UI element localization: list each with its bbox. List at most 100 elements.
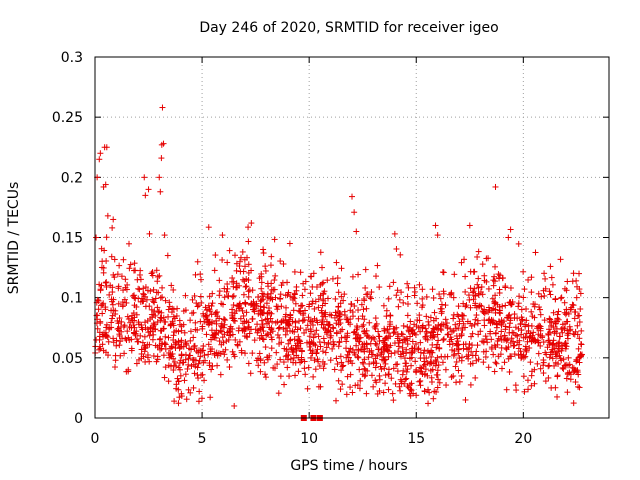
data-point xyxy=(131,317,138,324)
data-point xyxy=(436,379,443,386)
data-point xyxy=(574,322,581,329)
data-point xyxy=(535,339,542,346)
data-point xyxy=(542,275,549,282)
data-point xyxy=(364,345,371,352)
plot-frame xyxy=(94,56,610,419)
data-point xyxy=(343,316,350,323)
data-point xyxy=(257,303,264,310)
data-point xyxy=(274,361,281,368)
data-point xyxy=(460,300,467,307)
data-point xyxy=(462,303,469,310)
data-point xyxy=(162,318,169,325)
data-point xyxy=(502,326,509,333)
data-point xyxy=(489,295,496,302)
data-point xyxy=(506,320,513,327)
data-point xyxy=(305,314,312,321)
data-point xyxy=(365,354,372,361)
data-point xyxy=(395,343,402,350)
data-point xyxy=(495,335,502,342)
data-point xyxy=(219,301,226,308)
y-tick-label: 0.05 xyxy=(52,351,83,367)
data-point xyxy=(115,300,122,307)
data-point xyxy=(159,284,166,291)
data-point xyxy=(399,344,406,351)
data-point xyxy=(137,298,144,305)
data-point xyxy=(265,305,272,312)
data-point xyxy=(337,353,344,360)
data-point xyxy=(327,357,334,364)
data-point xyxy=(521,388,528,395)
data-point xyxy=(428,353,435,360)
data-point xyxy=(421,347,428,354)
data-point xyxy=(354,381,361,388)
data-point xyxy=(334,280,341,287)
data-point xyxy=(434,232,441,239)
data-point xyxy=(126,265,133,272)
data-point xyxy=(255,355,262,362)
data-point xyxy=(479,338,486,345)
data-point xyxy=(284,364,291,371)
y-tick-label: 0.25 xyxy=(52,110,83,126)
data-point xyxy=(327,334,334,341)
data-point xyxy=(273,349,280,356)
data-point xyxy=(287,314,294,321)
data-point xyxy=(351,209,358,216)
data-point xyxy=(416,312,423,319)
data-point xyxy=(98,245,105,252)
data-point xyxy=(475,290,482,297)
data-point xyxy=(315,333,322,340)
data-point xyxy=(436,345,443,352)
data-point xyxy=(547,263,554,270)
data-point xyxy=(376,284,383,291)
data-point xyxy=(415,345,422,352)
data-point xyxy=(366,319,373,326)
data-point xyxy=(407,381,414,388)
data-point xyxy=(194,364,201,371)
data-point xyxy=(440,288,447,295)
data-point xyxy=(396,296,403,303)
data-point xyxy=(264,354,271,361)
data-point xyxy=(519,316,526,323)
data-point xyxy=(97,318,104,325)
data-point xyxy=(540,362,547,369)
data-point xyxy=(537,311,544,318)
data-point xyxy=(434,367,441,374)
data-point xyxy=(419,286,426,293)
data-point xyxy=(372,325,379,332)
data-point xyxy=(502,283,509,290)
data-point xyxy=(112,364,119,371)
data-point xyxy=(242,263,249,270)
data-point xyxy=(151,321,158,328)
chart-title: Day 246 of 2020, SRMTID for receiver ige… xyxy=(199,20,498,36)
data-point xyxy=(164,252,171,259)
data-point xyxy=(168,322,175,329)
data-point xyxy=(247,370,254,377)
data-point xyxy=(472,316,479,323)
data-point xyxy=(380,389,387,396)
data-point xyxy=(332,309,339,316)
data-point xyxy=(178,339,185,346)
data-point xyxy=(138,355,145,362)
data-point xyxy=(431,334,438,341)
data-point xyxy=(127,319,134,326)
data-point xyxy=(564,371,571,378)
data-point xyxy=(425,400,432,407)
data-point xyxy=(142,319,149,326)
data-point xyxy=(331,314,338,321)
data-point xyxy=(491,368,498,375)
data-point xyxy=(496,318,503,325)
data-point xyxy=(157,188,164,195)
data-point xyxy=(505,355,512,362)
data-point xyxy=(540,339,547,346)
data-point xyxy=(514,315,521,322)
data-point xyxy=(413,341,420,348)
data-point xyxy=(178,393,185,400)
data-point xyxy=(517,320,524,327)
data-point xyxy=(522,343,529,350)
data-point xyxy=(260,246,267,253)
data-point xyxy=(390,397,397,404)
data-point xyxy=(221,294,228,301)
data-point xyxy=(255,362,262,369)
data-point xyxy=(417,349,424,356)
data-point xyxy=(316,339,323,346)
